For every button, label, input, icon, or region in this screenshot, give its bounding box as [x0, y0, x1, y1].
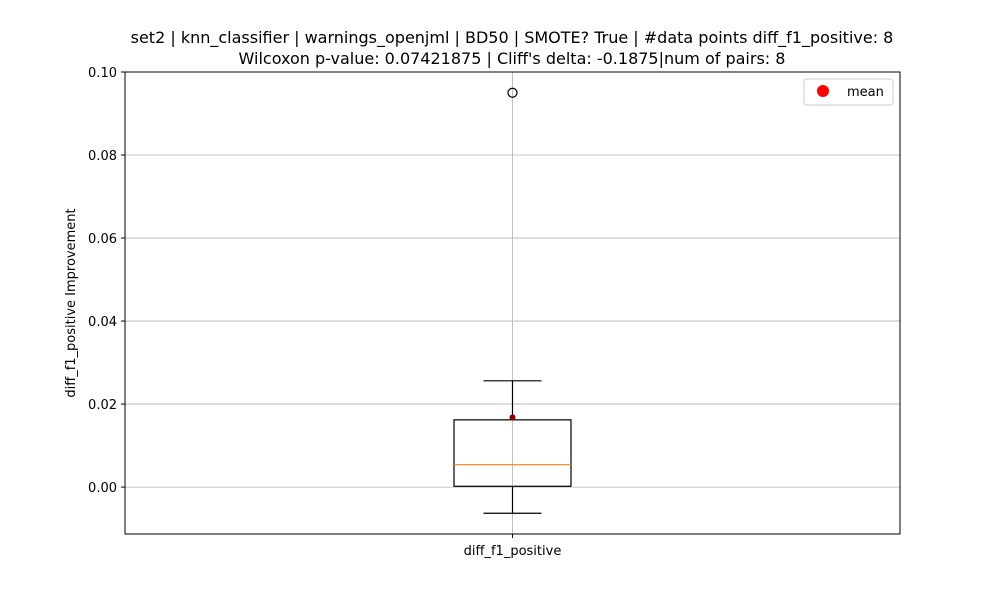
y-tick-label: 0.00	[88, 481, 117, 496]
legend-mean-marker	[817, 85, 829, 97]
plot-area	[453, 87, 572, 514]
chart-title-line1: set2 | knn_classifier | warnings_openjml…	[131, 28, 894, 48]
legend-mean-label: mean	[847, 85, 884, 100]
chart-title-line2: Wilcoxon p-value: 0.07421875 | Cliff's d…	[239, 49, 786, 68]
y-tick-label: 0.06	[88, 232, 117, 247]
y-tick-label: 0.10	[88, 66, 117, 81]
mean-point	[509, 414, 516, 421]
x-tick-label: diff_f1_positive	[464, 544, 562, 559]
legend-frame	[803, 78, 894, 106]
y-axis-label: diff_f1_positive Improvement	[64, 208, 79, 397]
outlier-point	[507, 87, 518, 98]
y-tick-label: 0.08	[88, 149, 117, 164]
y-tick-label: 0.02	[88, 398, 117, 413]
x-axis-ticks: diff_f1_positive	[464, 534, 562, 559]
y-axis-ticks: 0.00 0.02 0.04 0.06 0.08 0.10	[88, 66, 125, 496]
y-tick-label: 0.04	[88, 315, 117, 330]
legend: mean	[803, 78, 894, 106]
